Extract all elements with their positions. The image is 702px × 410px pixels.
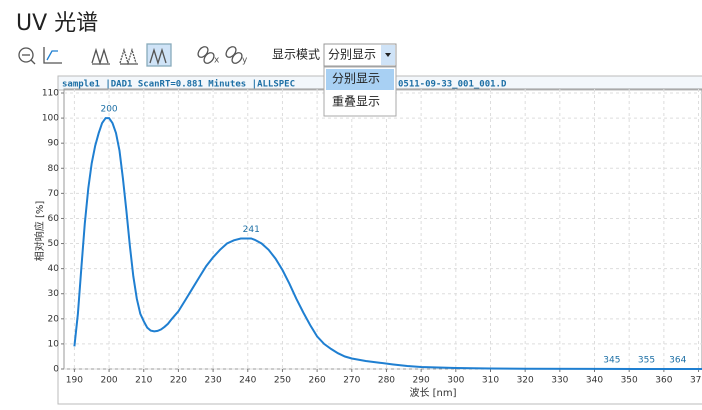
x-tick-label: 280 bbox=[378, 376, 395, 386]
y-axis-label: 相对响应 [%] bbox=[33, 201, 46, 262]
y-tick-label: 110 bbox=[42, 89, 59, 99]
dropdown-option[interactable]: 分别显示 bbox=[332, 72, 380, 86]
spectrum-line bbox=[73, 117, 702, 370]
x-tick-label: 190 bbox=[66, 376, 83, 386]
peak-label: 345 bbox=[603, 355, 620, 365]
mode-select[interactable]: 分别显示 bbox=[323, 43, 397, 67]
x-tick-label: 300 bbox=[447, 376, 464, 386]
header-text: 0511-09-33_001_001.D bbox=[398, 80, 507, 90]
select-value: 分别显示 bbox=[328, 48, 376, 62]
peaks-icon-3[interactable] bbox=[146, 43, 172, 67]
x-tick-label: 250 bbox=[274, 376, 291, 386]
dropdown: 分别显示 重叠显示 bbox=[323, 66, 397, 117]
x-tick-label: 230 bbox=[205, 376, 222, 386]
y-tick-label: 10 bbox=[48, 339, 60, 349]
x-tick-label: 270 bbox=[343, 376, 360, 386]
x-tick-label: 210 bbox=[135, 376, 152, 386]
y-tick-label: 70 bbox=[48, 189, 60, 199]
x-tick-label: 370 bbox=[690, 376, 702, 386]
panel-title: UV 光谱 bbox=[16, 11, 98, 36]
x-tick-label: 350 bbox=[621, 376, 638, 386]
toolbar-icons: x y bbox=[18, 43, 248, 67]
y-tick-label: 90 bbox=[48, 139, 60, 149]
option-highlight bbox=[326, 69, 394, 90]
zoom-out-icon[interactable] bbox=[18, 47, 36, 65]
y-tick-label: 50 bbox=[48, 239, 60, 249]
x-tick-label: 240 bbox=[239, 376, 256, 386]
axis-icon[interactable] bbox=[43, 47, 62, 64]
svg-text:y: y bbox=[242, 56, 248, 66]
dropdown-option[interactable]: 重叠显示 bbox=[332, 95, 380, 109]
peak-label: 241 bbox=[243, 225, 260, 235]
svg-text:x: x bbox=[214, 56, 220, 66]
peaks-icon-2[interactable] bbox=[119, 47, 138, 66]
link-y-icon[interactable]: y bbox=[224, 45, 248, 66]
peak-label: 364 bbox=[669, 356, 686, 366]
peak-label: 355 bbox=[638, 355, 655, 365]
header-text: sample1 |DAD1 ScanRT=0.881 Minutes |ALLS… bbox=[62, 79, 295, 90]
peaks-icon[interactable] bbox=[91, 47, 110, 66]
x-tick-label: 340 bbox=[586, 376, 603, 386]
y-tick-label: 40 bbox=[48, 264, 60, 274]
x-tick-label: 260 bbox=[309, 376, 326, 386]
y-tick-label: 0 bbox=[53, 365, 59, 375]
y-tick-label: 100 bbox=[42, 114, 59, 124]
x-axis-label: 波长 [nm] bbox=[409, 386, 456, 399]
mode-label: 显示模式 bbox=[272, 48, 320, 62]
peak-label: 200 bbox=[100, 105, 117, 115]
select-box[interactable] bbox=[323, 43, 397, 67]
link-x-icon[interactable]: x bbox=[196, 45, 220, 66]
x-tick-label: 320 bbox=[517, 376, 534, 386]
x-tick-label: 330 bbox=[551, 376, 568, 386]
x-tick-label: 220 bbox=[170, 376, 187, 386]
select-arrow bbox=[385, 53, 391, 57]
chart: sample1 |DAD1 ScanRT=0.881 Minutes |ALLS… bbox=[33, 75, 702, 405]
y-tick-label: 60 bbox=[48, 214, 60, 224]
x-tick-label: 290 bbox=[413, 376, 430, 386]
x-tick-label: 200 bbox=[100, 376, 117, 386]
x-tick-label: 360 bbox=[655, 376, 672, 386]
y-tick-label: 20 bbox=[48, 314, 60, 324]
y-tick-label: 80 bbox=[48, 164, 60, 174]
y-tick-label: 30 bbox=[48, 289, 60, 299]
x-tick-label: 310 bbox=[482, 376, 499, 386]
